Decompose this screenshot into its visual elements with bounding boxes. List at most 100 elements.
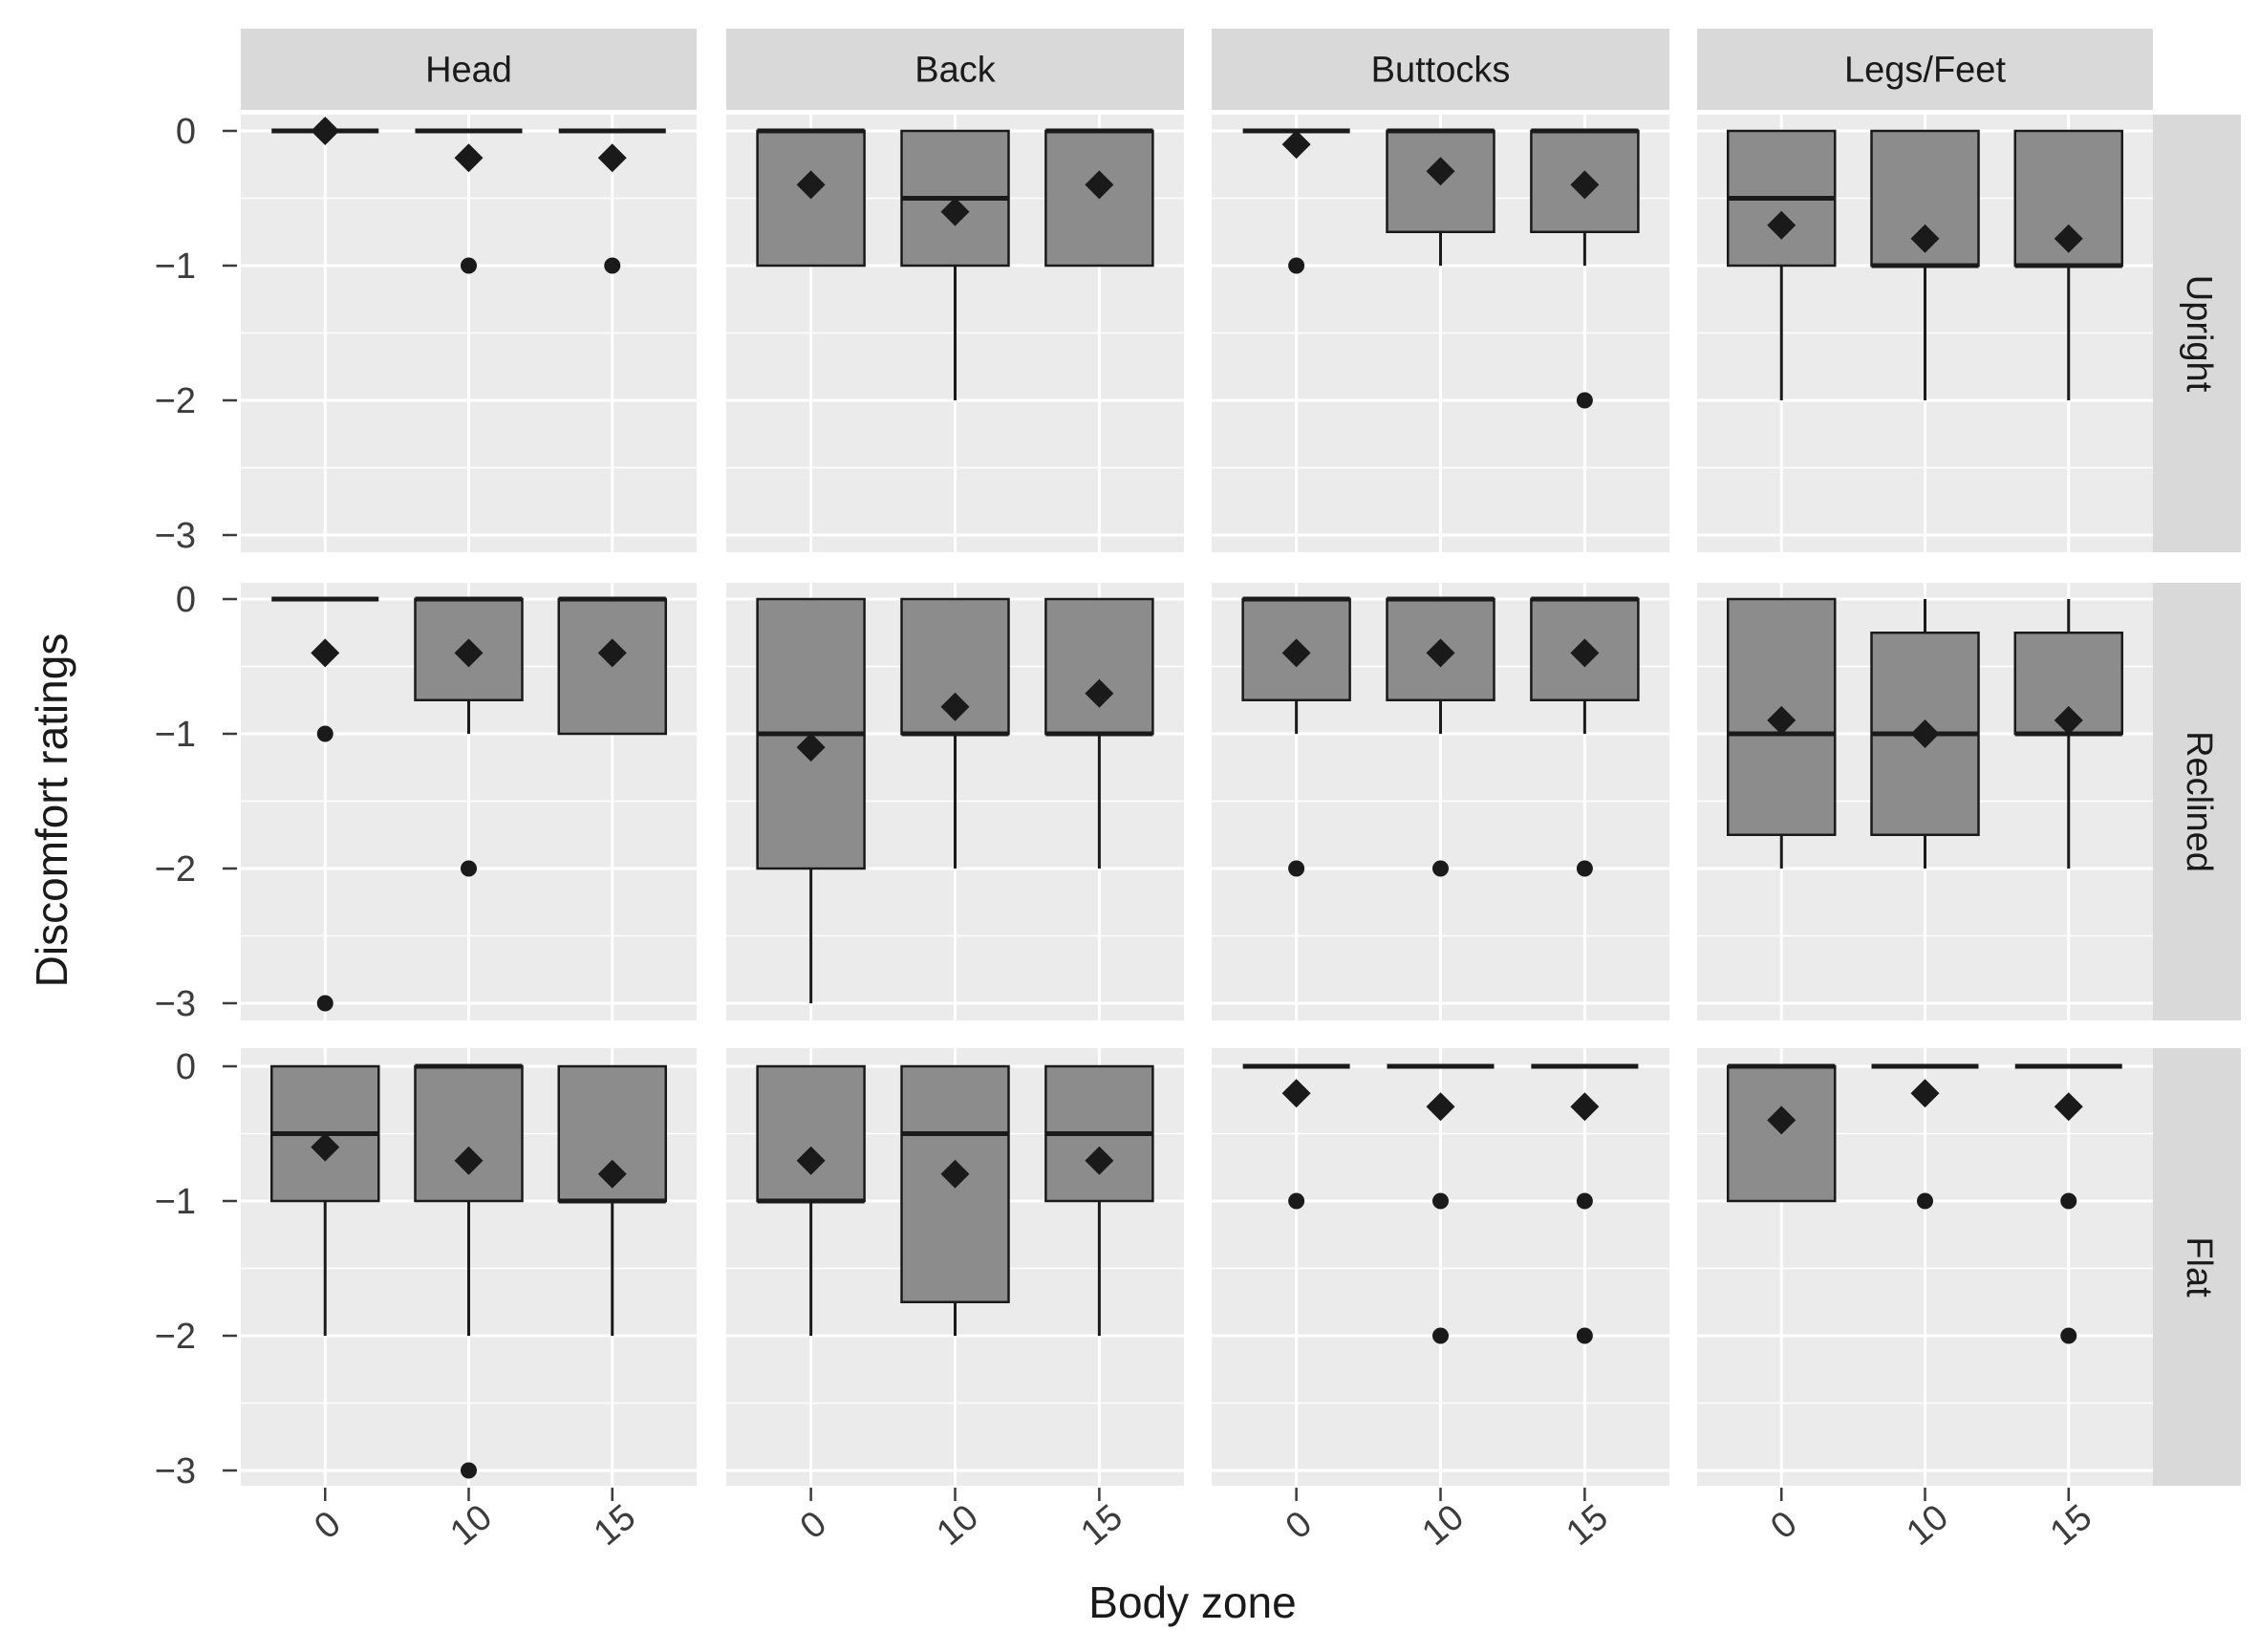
box-body	[1044, 597, 1154, 736]
x-axis-tick-label: 15	[1073, 1497, 1130, 1554]
panel-reclined-buttocks	[1212, 583, 1669, 1020]
box-outlier-point	[461, 257, 477, 274]
box-outlier-point	[1432, 1192, 1449, 1210]
column-strip-head	[241, 29, 697, 110]
box-outlier-point	[2060, 1192, 2077, 1210]
panel-upright-legs-feet	[1697, 115, 2153, 552]
box-outlier-point	[1432, 860, 1449, 877]
box-mean-marker	[2054, 1092, 2083, 1122]
box-outlier-point	[1288, 1192, 1305, 1210]
x-axis-tick-label: 10	[930, 1497, 986, 1554]
column-strip-label: Head	[425, 51, 512, 91]
box-mean-marker	[1570, 1092, 1600, 1122]
box-mean-marker	[1085, 678, 1114, 708]
box-mean-marker	[940, 197, 970, 226]
panel-upright-back	[726, 115, 1184, 552]
x-axis-tick-label: 0	[793, 1504, 834, 1548]
box-outlier-point	[1288, 860, 1305, 877]
x-axis-tick-label: 0	[1763, 1504, 1804, 1548]
box-outlier-point	[461, 860, 477, 877]
box-mean-marker	[1281, 638, 1311, 668]
y-axis-tick-label: −2	[155, 849, 196, 890]
box-mean-marker	[311, 117, 340, 145]
box-outlier-point	[1576, 1192, 1593, 1210]
box-mean-marker	[454, 1146, 484, 1175]
box-mean-marker	[1910, 224, 1940, 253]
box-outlier-point	[1576, 392, 1593, 409]
box-mean-marker	[1426, 1092, 1455, 1122]
x-axis-tick-label: 15	[1559, 1497, 1615, 1554]
box-body	[414, 1064, 524, 1203]
box-mean-marker	[796, 1146, 826, 1175]
x-axis-tick-label: 10	[1900, 1497, 1956, 1554]
column-strip-buttocks	[1212, 29, 1669, 110]
box-mean-marker	[454, 638, 484, 668]
x-axis-tick-label: 10	[443, 1497, 500, 1554]
box-outlier-point	[1576, 1327, 1593, 1344]
column-strip-label: Legs/Feet	[1844, 51, 2006, 91]
box-outlier-point	[316, 995, 333, 1012]
box-outlier-point	[316, 725, 333, 742]
box-outlier-point	[604, 257, 621, 274]
box-mean-marker	[1281, 1079, 1311, 1108]
row-strip-upright	[2153, 115, 2241, 552]
row-strip-label: Flat	[2179, 1236, 2219, 1298]
row-strip-reclined	[2153, 583, 2241, 1020]
box-mean-marker	[940, 692, 970, 721]
box-body	[756, 1064, 866, 1203]
box-mean-marker	[1281, 130, 1311, 160]
box-mean-marker	[2054, 224, 2083, 253]
box-mean-marker	[1767, 705, 1796, 735]
box-mean-marker	[597, 1159, 627, 1189]
y-axis-title: Discomfort ratings	[27, 633, 76, 988]
box-outlier-point	[2060, 1327, 2077, 1344]
y-axis-tick-label: −1	[155, 1182, 196, 1222]
x-axis-title: Body zone	[1088, 1577, 1296, 1627]
panel-flat-legs-feet	[1697, 1048, 2153, 1486]
box-mean-marker	[1426, 157, 1455, 186]
panel-flat-head	[241, 1048, 697, 1486]
row-strip-label: Upright	[2179, 275, 2219, 393]
box-mean-marker	[597, 638, 627, 668]
y-axis-tick-label: −3	[155, 516, 196, 556]
y-axis-tick-label: −2	[155, 1317, 196, 1357]
column-strip-label: Back	[914, 51, 996, 91]
box-mean-marker	[1767, 210, 1796, 240]
box-mean-marker	[796, 170, 826, 200]
y-axis-tick-label: −1	[155, 247, 196, 287]
box-mean-marker	[454, 143, 484, 173]
y-axis-tick-label: −2	[155, 381, 196, 421]
x-axis-tick-label: 10	[1415, 1497, 1472, 1554]
box-mean-marker	[1426, 638, 1455, 668]
box-outlier-point	[461, 1462, 477, 1479]
box-mean-marker	[1910, 1079, 1940, 1108]
y-axis-tick-label: −3	[155, 1451, 196, 1491]
y-axis-tick-label: −1	[155, 715, 196, 755]
y-axis-tick-label: 0	[176, 580, 196, 620]
x-axis-tick-label: 0	[307, 1504, 348, 1548]
row-strip-label: Reclined	[2179, 731, 2219, 872]
box-outlier-point	[1432, 1327, 1449, 1344]
column-strip-back	[726, 29, 1184, 110]
x-axis-tick-label: 0	[1279, 1504, 1320, 1548]
row-strip-flat	[2153, 1048, 2241, 1486]
box-mean-marker	[1767, 1105, 1796, 1135]
y-axis-tick-label: 0	[176, 112, 196, 152]
y-axis-tick-label: 0	[176, 1047, 196, 1087]
panel-upright-head	[241, 115, 697, 552]
panel-reclined-legs-feet	[1697, 583, 2153, 1020]
box-outlier-point	[1576, 860, 1593, 877]
box-mean-marker	[311, 638, 340, 668]
box-body	[900, 597, 1010, 736]
box-mean-marker	[940, 1159, 970, 1189]
box-outlier-point	[1288, 257, 1305, 274]
box-outlier-point	[1917, 1192, 1933, 1210]
panel-upright-buttocks	[1212, 115, 1669, 552]
column-strip-legs-feet	[1697, 29, 2153, 110]
box-mean-marker	[2054, 705, 2083, 735]
box-mean-marker	[1085, 170, 1114, 200]
box-mean-marker	[1085, 1146, 1114, 1175]
x-axis-tick-label: 15	[587, 1497, 643, 1554]
